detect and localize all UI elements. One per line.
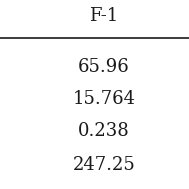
- Text: F-1: F-1: [89, 7, 119, 25]
- Text: 0.238: 0.238: [78, 122, 130, 140]
- Text: 65.96: 65.96: [78, 58, 130, 76]
- Text: 247.25: 247.25: [73, 156, 135, 174]
- Text: 15.764: 15.764: [72, 90, 136, 108]
